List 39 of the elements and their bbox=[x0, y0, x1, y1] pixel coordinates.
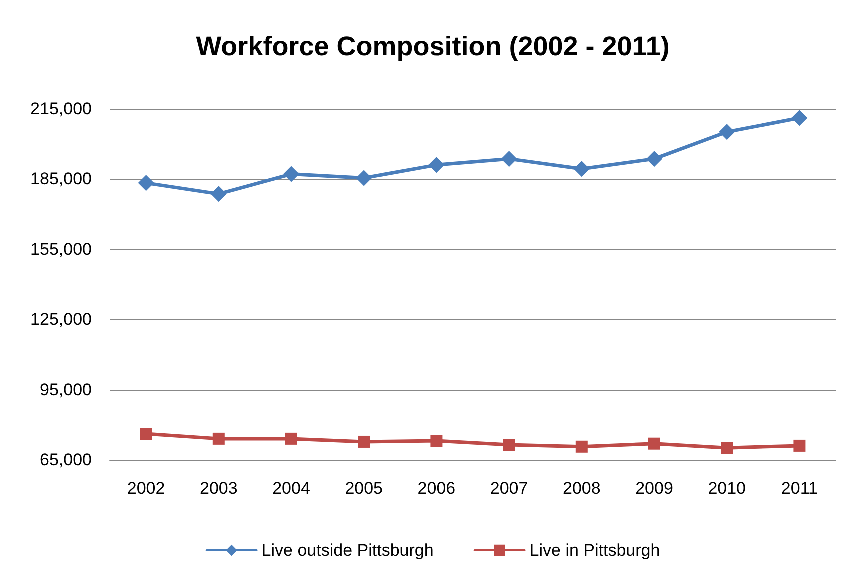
point bbox=[574, 161, 590, 178]
point bbox=[212, 432, 225, 445]
x-tick-label: 2007 bbox=[490, 479, 528, 498]
x-tick-label: 2008 bbox=[562, 479, 601, 498]
point bbox=[719, 124, 736, 140]
point bbox=[286, 432, 298, 445]
y-tick-label: 95,000 bbox=[40, 380, 92, 400]
point bbox=[576, 440, 588, 453]
point bbox=[794, 440, 806, 452]
point bbox=[140, 428, 152, 440]
y-tick-label: 125,000 bbox=[30, 310, 92, 330]
point bbox=[284, 166, 300, 182]
x-tick-label: 2011 bbox=[781, 479, 818, 498]
x-tick-label: 2002 bbox=[127, 479, 166, 498]
y-tick-label: 155,000 bbox=[30, 240, 92, 259]
point bbox=[501, 151, 518, 168]
x-tick-label: 2003 bbox=[200, 479, 238, 498]
point bbox=[648, 438, 660, 450]
point bbox=[428, 157, 445, 174]
legend-label: Live in Pittsburgh bbox=[530, 541, 660, 560]
x-tick-label: 2005 bbox=[345, 479, 384, 498]
point bbox=[503, 439, 516, 452]
point bbox=[210, 186, 227, 202]
point bbox=[430, 435, 443, 448]
x-tick-label: 2009 bbox=[636, 479, 674, 498]
point bbox=[721, 442, 734, 454]
point bbox=[138, 175, 154, 192]
chart-title: Workforce Composition (2002 - 2011) bbox=[196, 32, 670, 62]
y-tick-label: 185,000 bbox=[30, 170, 92, 189]
x-tick-label: 2004 bbox=[272, 479, 310, 498]
legend-label: Live outside Pittsburgh bbox=[262, 541, 434, 560]
y-tick-label: 215,000 bbox=[30, 100, 92, 118]
x-tick-label: 2006 bbox=[418, 479, 456, 498]
x-tick-label: 2010 bbox=[708, 479, 746, 498]
point bbox=[646, 151, 662, 168]
point bbox=[792, 110, 808, 126]
y-tick-label: 65,000 bbox=[40, 450, 92, 470]
point bbox=[356, 170, 372, 186]
point bbox=[358, 436, 370, 448]
